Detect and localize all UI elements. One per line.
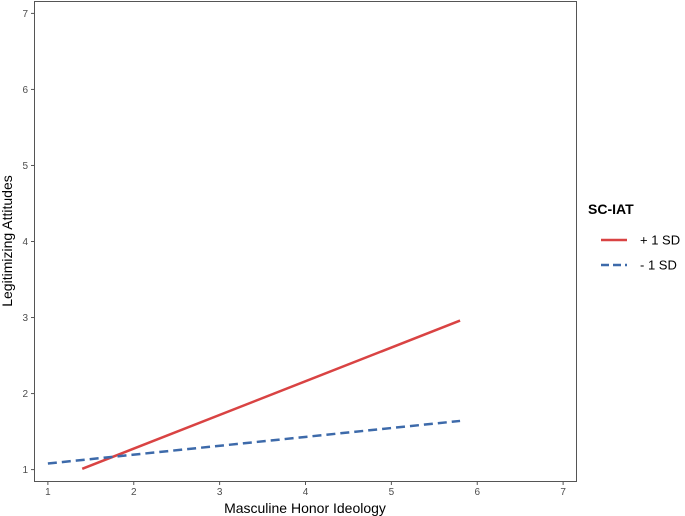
x-tick-label: 5: [389, 487, 395, 498]
x-tick-label: 3: [217, 487, 223, 498]
y-tick-label: 4: [22, 237, 28, 248]
legend-label-2: - 1 SD: [640, 258, 677, 273]
y-tick-label: 7: [22, 9, 28, 20]
x-axis-ticks: 1 2 3 4 5 6 7: [45, 481, 566, 498]
y-tick-label: 2: [22, 389, 28, 400]
y-tick-label: 3: [22, 313, 28, 324]
y-axis-ticks: 1 2 3 4 5 6 7: [22, 9, 35, 476]
x-tick-label: 7: [560, 487, 566, 498]
legend: SC-IAT + 1 SD - 1 SD: [588, 201, 680, 273]
y-tick-label: 1: [22, 465, 28, 476]
x-axis-title: Masculine Honor Ideology: [224, 500, 386, 516]
y-tick-label: 6: [22, 85, 28, 96]
series-layer: [47, 319, 461, 470]
legend-items: + 1 SD - 1 SD: [601, 233, 680, 273]
x-tick-label: 4: [303, 487, 309, 498]
legend-label-1: + 1 SD: [640, 233, 680, 248]
x-tick-label: 2: [131, 487, 137, 498]
x-tick-label: 6: [474, 487, 480, 498]
plot-panel: [34, 1, 577, 482]
y-axis-title: Legitimizing Attitudes: [0, 175, 15, 307]
x-tick-label: 1: [45, 487, 51, 498]
y-tick-label: 5: [22, 161, 28, 172]
legend-title: SC-IAT: [588, 201, 634, 217]
series-line-1: [81, 319, 461, 470]
